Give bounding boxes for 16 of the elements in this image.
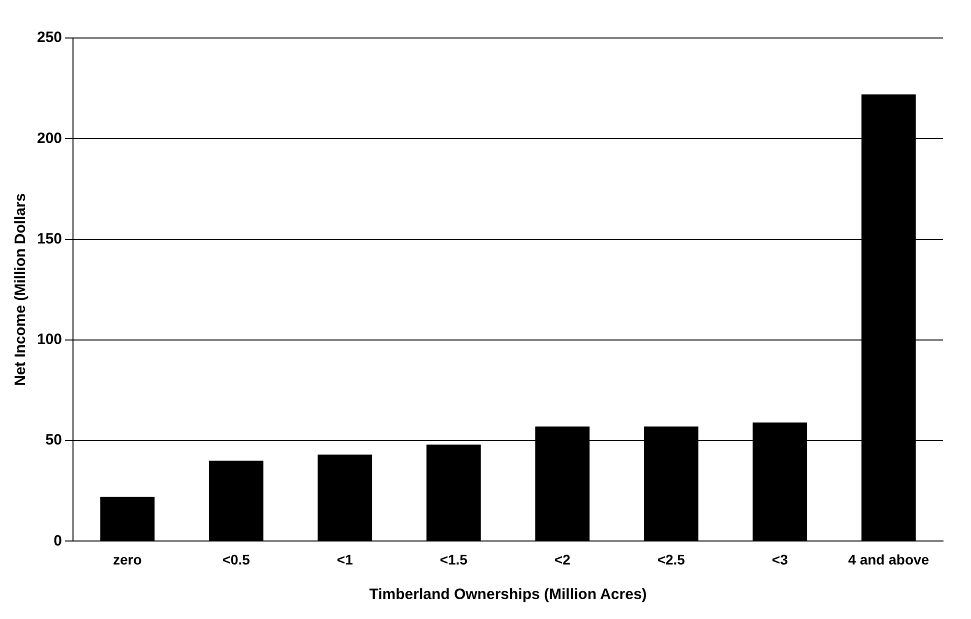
x-tick-label: <2 xyxy=(554,551,571,568)
x-tick-label: <2.5 xyxy=(657,551,686,568)
x-tick-label: <3 xyxy=(772,551,788,568)
y-tick-label: 0 xyxy=(54,532,62,550)
x-tick-label: 4 and above xyxy=(848,551,930,568)
x-tick-label: <0.5 xyxy=(222,551,250,568)
y-tick-label: 150 xyxy=(36,230,62,248)
y-tick-label: 250 xyxy=(36,29,62,46)
y-axis-title: Net Income (Million Dollars xyxy=(12,193,30,386)
y-tick-label: 100 xyxy=(36,331,62,348)
x-tick-label: zero xyxy=(113,551,142,568)
x-tick-label: <1 xyxy=(336,551,354,568)
x-axis-title: Timberland Ownerships (Million Acres) xyxy=(369,586,647,604)
y-tick-label: 50 xyxy=(45,432,62,449)
y-tick-label: 200 xyxy=(36,130,62,147)
x-tick-label: <1.5 xyxy=(440,551,468,568)
